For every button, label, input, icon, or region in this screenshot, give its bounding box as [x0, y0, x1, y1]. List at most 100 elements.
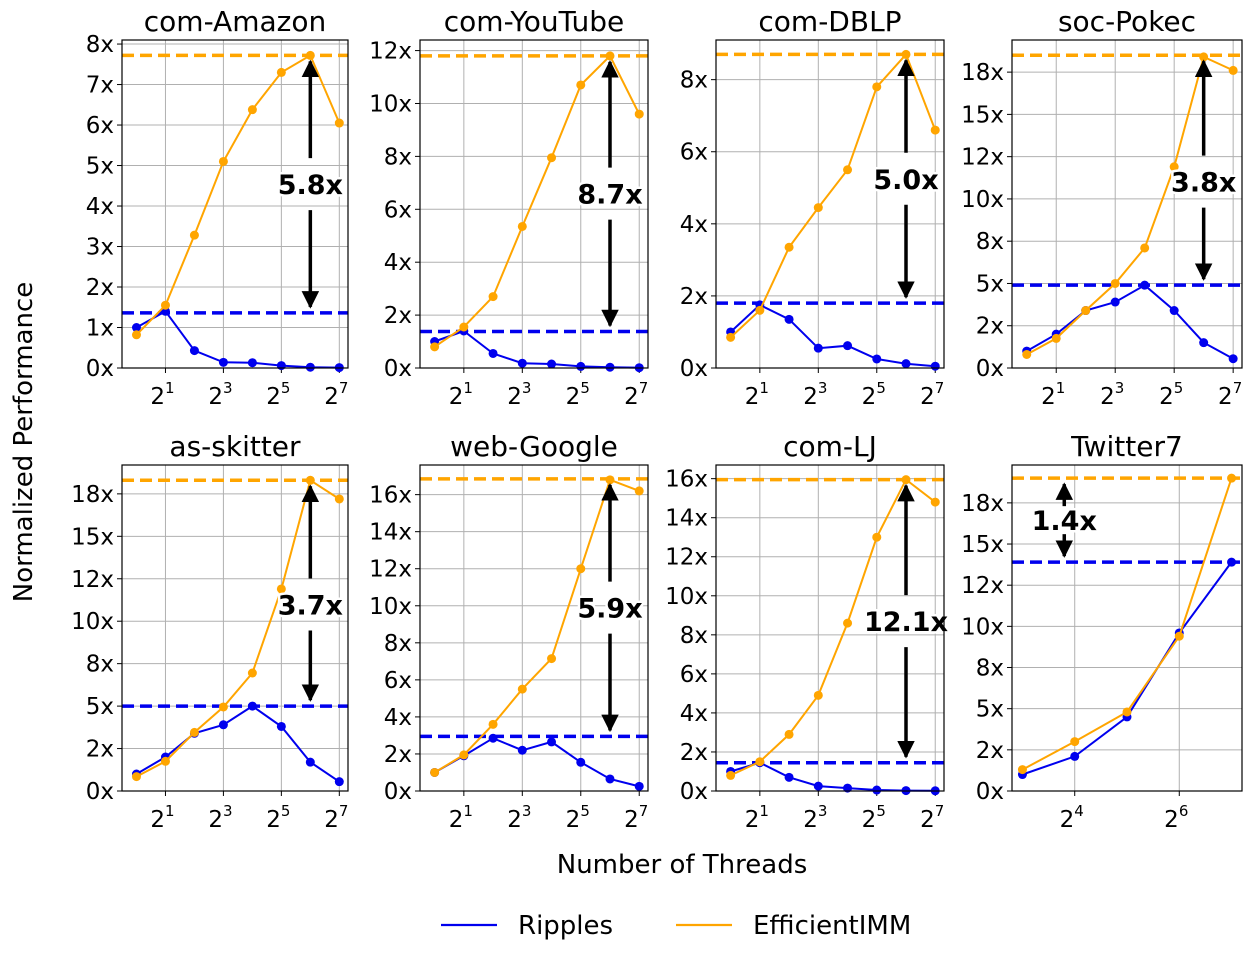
data-point-efficientimm [305, 475, 315, 485]
y-tick-label: 5x [976, 697, 1004, 723]
data-point-efficientimm [784, 242, 794, 252]
series-line-efficientimm [135, 53, 341, 336]
data-point-efficientimm [276, 67, 286, 77]
data-point-ripples [813, 343, 823, 353]
y-tick-label: 10x [71, 609, 114, 635]
y-tick-label: 14x [369, 520, 412, 546]
data-point-efficientimm [131, 772, 141, 782]
data-point-ripples [930, 361, 940, 371]
data-point-ripples [872, 785, 882, 795]
data-point-efficientimm [1228, 65, 1238, 75]
x-tick-label: 23 [208, 802, 232, 833]
y-tick-label: 2x [86, 275, 114, 301]
data-point-efficientimm [576, 80, 586, 90]
y-tick-label: 2x [680, 284, 708, 310]
panel-com-lj: com-LJ 21 23 25 27 0x 2x 4x 6x 8x 10x 12x 14x 16x 12.1… [665, 430, 950, 833]
legend-label-efficientimm: EfficientIMM [753, 911, 911, 941]
data-point-ripples [488, 348, 498, 358]
data-point-efficientimm [755, 305, 765, 315]
y-tick-label: 0x [680, 779, 708, 805]
series-line-ripples [136, 309, 340, 369]
data-point-efficientimm [1017, 765, 1027, 775]
y-tick-label: 4x [680, 701, 708, 727]
panel-title-com-amazon: com-Amazon [144, 5, 326, 38]
data-point-ripples [131, 323, 141, 333]
y-tick-label: 16x [369, 483, 412, 509]
panel-title-web-google: web-Google [450, 430, 618, 463]
speedup-label: 1.4x [1032, 506, 1097, 537]
data-point-ripples [843, 783, 853, 793]
data-point-ripples [1169, 306, 1179, 316]
data-point-ripples [605, 774, 615, 784]
series-line-ripples [135, 704, 340, 783]
y-tick-label: 4x [680, 212, 708, 238]
data-point-efficientimm [634, 109, 644, 119]
data-point-ripples [218, 357, 228, 367]
data-point-efficientimm [1227, 473, 1237, 483]
panel-soc-pokec: soc-Pokec 21 23 25 27 0x 2x 5x 8x 10x 12x 15x 18x 3.8… [961, 5, 1243, 410]
data-point-efficientimm [1122, 707, 1132, 717]
data-point-ripples [547, 737, 557, 747]
data-point-efficientimm [930, 125, 940, 135]
plot-frame [715, 39, 945, 369]
panel-com-youtube: com-YouTube 21 23 25 27 0x 2x 4x 6x 8x 10x 12x 8.7x [369, 5, 649, 410]
y-tick-label: 6x [680, 662, 708, 688]
data-point-efficientimm [189, 230, 199, 240]
x-tick-label: 21 [449, 802, 473, 833]
x-tick-label: 27 [324, 802, 348, 833]
data-point-efficientimm [634, 486, 644, 496]
data-point-efficientimm [1022, 349, 1032, 359]
data-point-efficientimm [305, 50, 315, 60]
data-point-efficientimm [547, 654, 557, 664]
y-tick-label: 10x [961, 614, 1004, 640]
data-point-efficientimm [334, 494, 344, 504]
speedup-label: 5.9x [577, 594, 642, 625]
data-point-efficientimm [517, 684, 527, 694]
y-tick-label: 6x [86, 113, 114, 139]
y-tick-label: 10x [369, 594, 412, 620]
y-tick-label: 0x [976, 779, 1004, 805]
data-point-ripples [305, 757, 315, 767]
data-point-efficientimm [784, 729, 794, 739]
panel-com-amazon: com-Amazon 21 23 25 27 0x 1x 2x 3x 4x 5x 6x 7x 8x 5.8x [86, 5, 349, 410]
x-tick-label: 26 [1164, 802, 1188, 833]
data-point-ripples [1228, 354, 1238, 364]
data-point-efficientimm [1169, 162, 1179, 172]
y-tick-label: 6x [384, 197, 412, 223]
y-tick-label: 15x [961, 102, 1004, 128]
speedup-label: 8.7x [577, 180, 642, 211]
data-point-ripples [634, 781, 644, 791]
data-point-efficientimm [813, 203, 823, 213]
y-tick-label: 5x [86, 694, 114, 720]
panel-title-com-lj: com-LJ [783, 430, 877, 463]
y-tick-label: 3x [86, 235, 114, 261]
speedup-label: 5.8x [278, 170, 343, 201]
x-tick-label: 25 [1159, 379, 1183, 410]
data-point-ripples [872, 354, 882, 364]
x-tick-label: 27 [1218, 379, 1242, 410]
data-point-efficientimm [576, 564, 586, 574]
y-tick-label: 4x [384, 705, 412, 731]
y-tick-label: 0x [86, 356, 114, 382]
data-point-efficientimm [843, 165, 853, 175]
y-tick-label: 0x [680, 356, 708, 382]
data-point-ripples [218, 720, 228, 730]
panel-twitter7: Twitter7 24 26 0x 2x 5x 8x 10x 12x 15x 18x 1.4x [961, 430, 1243, 833]
data-point-ripples [576, 757, 586, 767]
x-tick-label: 27 [624, 379, 648, 410]
x-tick-label: 25 [566, 802, 590, 833]
x-tick-label: 27 [324, 379, 348, 410]
data-point-efficientimm [1174, 631, 1184, 641]
y-axis-label: Normalized Performance [9, 282, 39, 602]
panel-title-com-dblp: com-DBLP [758, 5, 901, 38]
data-point-ripples [784, 314, 794, 324]
y-tick-label: 7x [86, 73, 114, 99]
data-point-ripples [576, 361, 586, 371]
y-tick-label: 18x [961, 491, 1004, 517]
data-point-efficientimm [1070, 737, 1080, 747]
x-tick-label: 21 [745, 379, 769, 410]
panel-title-twitter7: Twitter7 [1070, 430, 1183, 463]
x-tick-label: 21 [449, 379, 473, 410]
data-point-efficientimm [1140, 243, 1150, 253]
data-point-ripples [813, 781, 823, 791]
